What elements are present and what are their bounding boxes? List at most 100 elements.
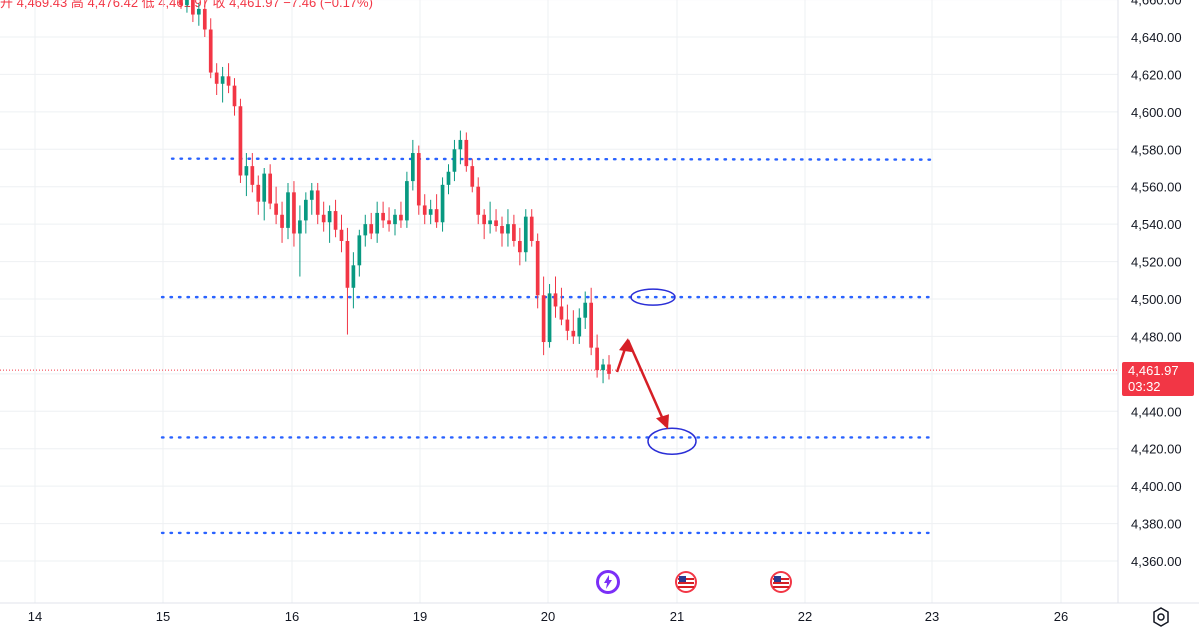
candle-body [303,199,308,221]
candle-body [422,205,427,215]
candle-body [506,224,510,234]
candle-body [559,306,564,320]
candle-body [452,149,457,172]
candle-body [226,76,231,86]
x-tick-label: 14 [28,609,42,624]
candle-body [321,214,326,223]
candle-body [345,240,350,288]
candle-body [202,8,207,30]
annotation-arrowhead [656,414,669,430]
candle-body [482,214,487,225]
candle-body [494,220,498,227]
candle-body [428,209,433,215]
y-tick-label: 4,640.00 [1131,30,1182,45]
y-tick-label: 4,660.00 [1131,0,1182,8]
candle-body [416,153,421,206]
y-tick-label: 4,360.00 [1131,554,1182,569]
candle-body [458,139,463,150]
current-price-tag: 4,461.97 03:32 [1122,362,1194,396]
candle-body [595,347,599,371]
y-tick-label: 4,600.00 [1131,105,1182,120]
x-tick-label: 22 [798,609,812,624]
y-tick-label: 4,560.00 [1131,180,1182,195]
candle-body [339,229,344,241]
candle-body [405,181,409,221]
candle-body [553,293,558,307]
candle-body [577,317,582,337]
candle-body [399,214,403,221]
x-tick-label: 19 [413,609,427,624]
support-resistance-level[interactable] [170,157,932,161]
candle-body [280,214,284,228]
y-tick-label: 4,480.00 [1131,329,1182,344]
candle-body [440,184,445,223]
candle-body [244,166,249,176]
candle-body [250,166,255,185]
candle-body [529,216,534,241]
candle-body [500,226,504,234]
candle-body [571,330,576,337]
candle-body [196,8,201,15]
candle-body [375,212,380,234]
candle-body [214,72,219,84]
candle-body [363,224,368,236]
us-flag-event-icon[interactable] [769,570,793,594]
candle-body [434,209,439,223]
target-ellipse[interactable] [647,427,697,455]
candle-body [387,220,391,225]
candle-body [309,190,314,200]
candle-body [476,186,481,215]
candle-body [351,265,356,288]
candle-body [369,224,374,234]
y-tick-label: 4,420.00 [1131,442,1182,457]
candle-body [185,0,189,6]
bar-countdown: 03:32 [1128,379,1161,394]
candle-body [274,203,278,215]
candle-body [179,0,183,6]
candle-body [286,192,290,228]
candle-body [292,192,296,234]
annotation-arrow-down[interactable] [626,339,668,427]
candle-body [333,211,338,230]
x-tick-label: 23 [925,609,939,624]
candle-body [535,240,540,296]
candle-body [523,216,528,253]
candle-body [607,364,611,374]
candle-body [298,220,302,234]
candle-body [357,235,362,266]
x-tick-label: 16 [285,609,299,624]
candle-body [256,184,261,202]
candle-body [517,240,522,253]
settings-icon[interactable] [1150,606,1172,628]
y-tick-label: 4,620.00 [1131,67,1182,82]
y-tick-label: 4,540.00 [1131,217,1182,232]
x-tick-label: 26 [1054,609,1068,624]
candle-body [327,211,332,223]
candle-body [547,293,552,343]
candle-body [208,29,213,73]
x-tick-label: 15 [156,609,170,624]
candle-body [191,0,195,15]
candle-body [410,153,415,182]
target-ellipse[interactable] [630,288,676,306]
candle-body [262,173,267,202]
candle-body [315,190,320,215]
candle-body [601,364,605,371]
candle-body [583,302,588,318]
candle-body [220,76,225,84]
us-flag-event-icon[interactable] [674,570,698,594]
candle-body [464,139,469,167]
candle-body [565,319,570,331]
lightning-event-icon[interactable] [596,570,620,594]
candle-body [470,166,475,187]
candle-body [268,173,273,204]
x-tick-label: 20 [541,609,555,624]
candle-body [512,224,516,241]
candle-body [238,106,243,176]
y-tick-label: 4,440.00 [1131,404,1182,419]
y-tick-label: 4,400.00 [1131,479,1182,494]
current-price-value: 4,461.97 [1128,363,1179,378]
y-tick-label: 4,380.00 [1131,517,1182,532]
candle-body [446,171,451,185]
